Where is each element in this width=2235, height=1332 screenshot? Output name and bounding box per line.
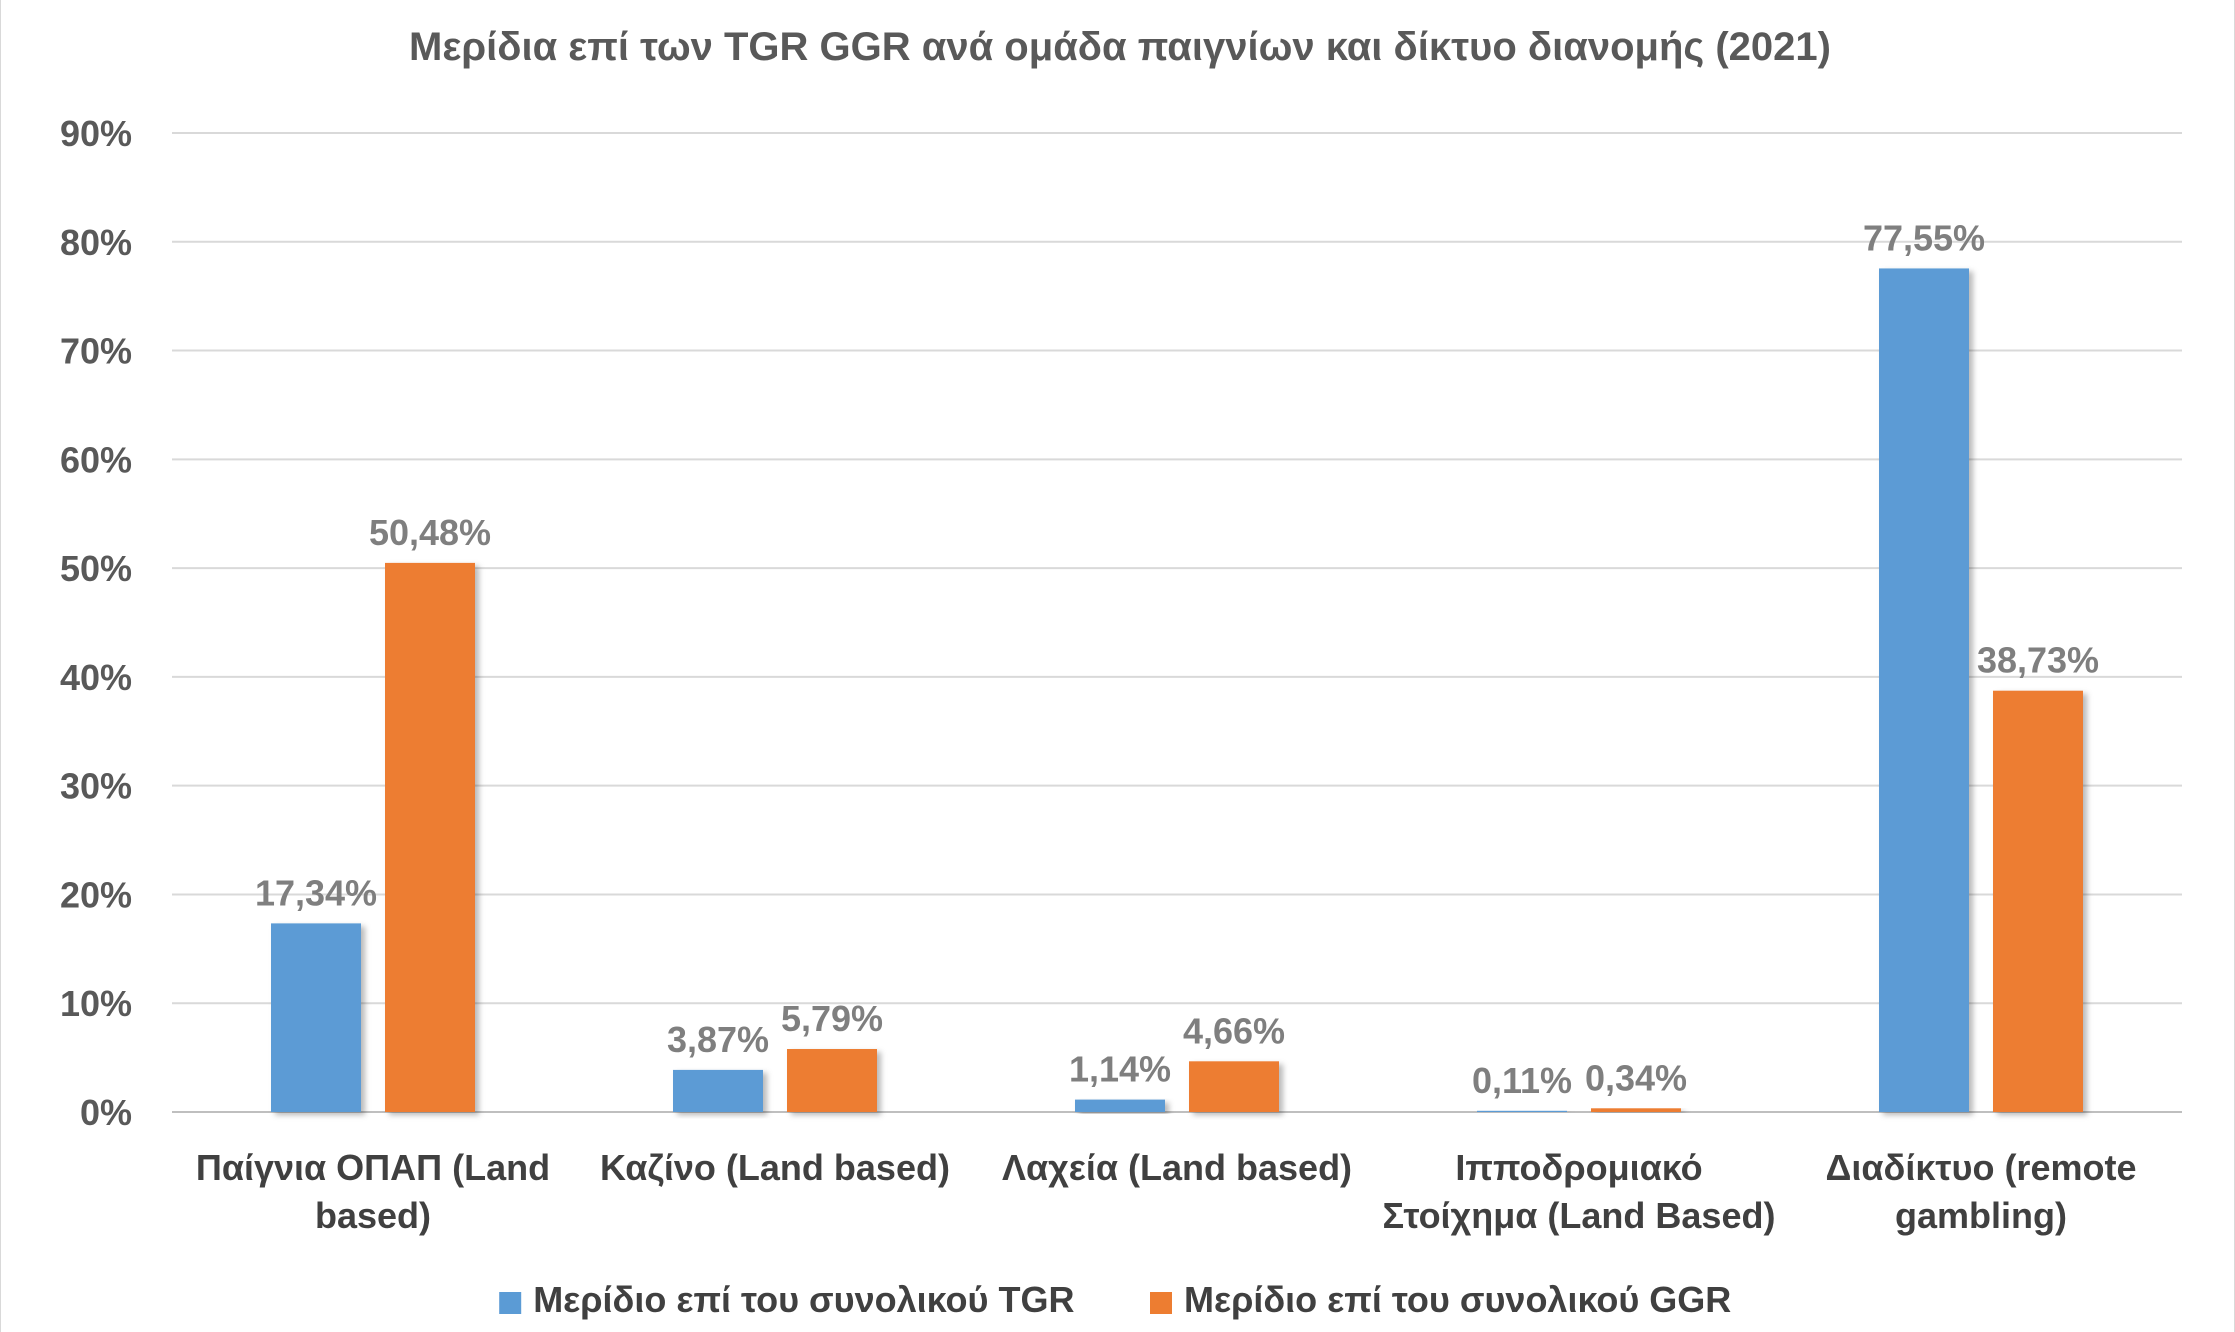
legend-swatch	[1150, 1292, 1172, 1314]
data-label: 38,73%	[1977, 640, 2099, 681]
y-tick-label: 40%	[60, 657, 132, 698]
bar-series-1-cat-5	[1879, 268, 1969, 1112]
legend-swatch	[499, 1292, 522, 1314]
legend: Μερίδιο επί του συνολικού TGR Μερίδιο επί…	[499, 1279, 1731, 1320]
bar-series-2-cat-5	[1993, 690, 2083, 1112]
y-tick-label: 30%	[60, 766, 132, 807]
category-label: Λαχεία (Land based)	[1002, 1147, 1352, 1188]
gridlines	[172, 132, 2182, 1113]
category-label: Στοίχημα (Land Based)	[1383, 1195, 1776, 1236]
y-tick-label: 20%	[60, 874, 132, 915]
bar-series-2-cat-3	[1189, 1061, 1279, 1112]
data-label: 0,11%	[1472, 1060, 1572, 1101]
chart-title: Μερίδια επί των TGR GGR ανά ομάδα παιγνί…	[409, 25, 1831, 69]
y-tick-label: 50%	[60, 548, 132, 589]
data-label: 1,14%	[1069, 1049, 1171, 1090]
legend-label: Μερίδιο επί του συνολικού GGR	[1184, 1279, 1731, 1320]
data-label: 77,55%	[1863, 217, 1985, 258]
category-label: based)	[315, 1195, 431, 1236]
data-label: 4,66%	[1183, 1010, 1285, 1051]
category-label: Καζίνο (Land based)	[600, 1147, 950, 1188]
bar-series-1-cat-4	[1477, 1110, 1567, 1112]
legend-item: Μερίδιο επί του συνολικού TGR	[499, 1279, 1074, 1320]
bar-series-2-cat-4	[1591, 1108, 1681, 1112]
x-axis-category-labels: Παίγνια ΟΠΑΠ (Land based) Καζίνο (Land bas…	[196, 1147, 2137, 1236]
data-label: 5,79%	[781, 998, 883, 1039]
legend-item: Μερίδιο επί του συνολικού GGR	[1150, 1279, 1731, 1320]
y-tick-label: 60%	[60, 439, 132, 480]
y-tick-label: 0%	[80, 1092, 132, 1133]
bars	[271, 268, 2083, 1112]
category-label: Παίγνια ΟΠΑΠ (Land	[196, 1147, 550, 1188]
y-tick-label: 90%	[60, 113, 132, 154]
data-label: 50,48%	[369, 512, 491, 553]
y-axis-tick-labels: 0% 10% 20% 30% 40% 50% 60% 70% 80% 90%	[60, 113, 132, 1133]
data-label: 0,34%	[1585, 1057, 1687, 1098]
data-label: 3,87%	[667, 1019, 769, 1060]
data-label: 17,34%	[255, 872, 377, 913]
data-labels: 17,34% 50,48% 3,87% 5,79% 1,14% 4,66% 0,11% 0,3…	[255, 217, 2099, 1100]
category-label: gambling)	[1895, 1195, 2067, 1236]
bar-series-2-cat-2	[787, 1049, 877, 1112]
category-label: Ιπποδρομιακό	[1455, 1147, 1702, 1188]
legend-label: Μερίδιο επί του συνολικού TGR	[533, 1279, 1074, 1320]
y-tick-label: 80%	[60, 222, 132, 263]
y-tick-label: 70%	[60, 331, 132, 372]
bar-series-1-cat-1	[271, 923, 361, 1112]
y-tick-label: 10%	[60, 983, 132, 1024]
bar-series-1-cat-2	[673, 1069, 763, 1112]
category-label: Διαδίκτυο (remote	[1826, 1147, 2137, 1188]
bar-series-1-cat-3	[1075, 1099, 1165, 1112]
bar-series-2-cat-1	[385, 562, 475, 1112]
